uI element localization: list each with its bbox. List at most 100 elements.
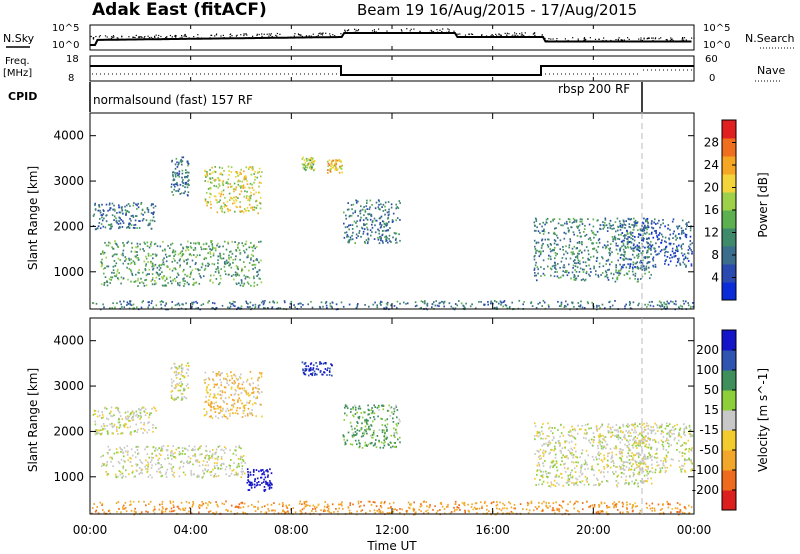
power-cell: [511, 301, 513, 304]
nsky-point: [572, 37, 574, 39]
velocity-cell: [617, 434, 619, 437]
velocity-cell: [598, 482, 600, 485]
power-cell: [229, 263, 231, 265]
velocity-cell: [247, 473, 250, 476]
power-cell: [229, 305, 232, 308]
velocity-cell: [590, 468, 593, 471]
power-cell: [140, 306, 143, 309]
velocity-cell: [549, 442, 552, 444]
power-cell: [176, 276, 178, 279]
nsky-point: [470, 33, 472, 35]
power-cell: [652, 227, 655, 230]
power-cell: [587, 238, 590, 241]
power-cell: [556, 253, 558, 255]
power-cell: [248, 209, 250, 212]
power-cell: [115, 219, 118, 222]
velocity-cell: [119, 446, 121, 449]
power-cell: [205, 176, 207, 178]
velocity-cell: [564, 446, 566, 449]
power-cell: [622, 266, 624, 269]
velocity-cell: [608, 452, 611, 455]
power-cell: [191, 305, 193, 308]
power-cell: [234, 241, 236, 243]
power-cell: [634, 266, 636, 268]
velocity-cell: [378, 439, 380, 442]
velocity-cell: [251, 414, 254, 417]
power-cell: [567, 227, 569, 230]
power-cell: [653, 221, 655, 224]
nsky-point: [181, 35, 183, 37]
power-cell: [380, 236, 382, 239]
velocity-cell: [591, 465, 594, 468]
velocity-cell: [357, 422, 359, 424]
power-cell: [258, 181, 261, 184]
power-cell: [327, 169, 329, 171]
velocity-cell: [267, 476, 269, 478]
velocity-cell: [356, 429, 359, 432]
velocity-cell: [396, 409, 399, 411]
velocity-cell: [624, 482, 626, 485]
velocity-cell: [397, 422, 400, 425]
velocity-cell: [584, 428, 586, 431]
velocity-cell: [588, 427, 590, 430]
velocity-cell: [312, 367, 315, 369]
power-cell: [253, 263, 255, 266]
velocity-cell: [154, 407, 156, 410]
power-cell: [582, 261, 585, 264]
power-cell: [683, 258, 685, 260]
nsky-point: [628, 38, 630, 40]
power-cell: [576, 235, 579, 237]
velocity-cell: [616, 466, 618, 468]
power-cell: [617, 259, 619, 262]
velocity-cell: [237, 393, 240, 396]
velocity-cell: [352, 406, 354, 409]
velocity-cell: [369, 416, 372, 419]
velocity-cell: [620, 457, 623, 460]
power-cell: [325, 301, 328, 303]
velocity-cell: [540, 457, 543, 460]
power-cell: [689, 243, 692, 246]
velocity-cell: [633, 467, 636, 470]
power-cell: [217, 177, 219, 179]
power-cell: [643, 256, 645, 259]
power-cell: [568, 271, 570, 274]
velocity-cell: [123, 455, 125, 458]
velocity-cell: [98, 429, 101, 432]
power-cell: [244, 210, 247, 212]
power-cell: [187, 174, 189, 177]
velocity-cell: [233, 462, 235, 464]
nsky-point: [589, 37, 591, 39]
power-cell: [369, 199, 372, 202]
power-cell: [168, 255, 170, 257]
power-cell: [571, 271, 574, 274]
power-cell: [195, 307, 197, 310]
power-cell: [206, 171, 208, 173]
power-cell: [215, 198, 217, 201]
power-cell: [595, 270, 597, 272]
velocity-cell: [148, 416, 150, 419]
power-cell: [564, 271, 566, 273]
velocity-cell: [628, 482, 630, 484]
power-cell: [239, 258, 241, 261]
power-cell: [623, 220, 625, 223]
nsky-point: [181, 36, 183, 38]
power-cell: [570, 277, 572, 280]
power-cell: [629, 302, 631, 305]
velocity-cell: [213, 475, 215, 477]
power-cell: [577, 302, 580, 304]
power-cell: [654, 250, 656, 253]
power-cell: [615, 230, 617, 233]
nsky-point: [638, 38, 640, 40]
velocity-cell: [181, 369, 183, 372]
power-cell: [615, 248, 618, 251]
power-cell: [362, 230, 365, 233]
power-cell: [666, 255, 669, 258]
power-cell: [158, 269, 161, 271]
velocity-cell: [212, 371, 214, 373]
velocity-cell: [547, 441, 550, 444]
power-cell: [118, 206, 121, 209]
velocity-cell: [390, 434, 393, 437]
power-cell: [264, 300, 266, 302]
velocity-cell: [174, 397, 176, 400]
power-cell: [651, 231, 653, 234]
